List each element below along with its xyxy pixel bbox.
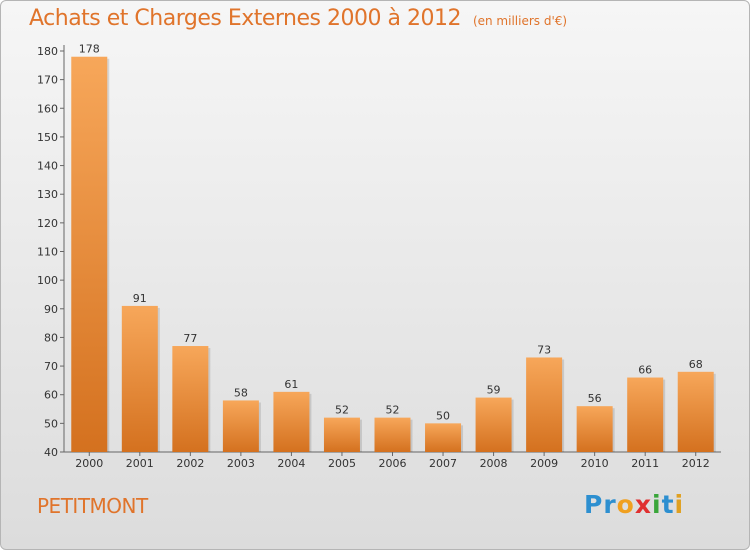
bar — [222, 400, 259, 452]
bar — [526, 357, 563, 452]
logo-letter: i — [652, 490, 662, 519]
bar — [425, 423, 462, 452]
x-tick-label: 2005 — [328, 457, 356, 470]
y-tick-label: 180 — [37, 45, 58, 58]
y-tick-label: 40 — [44, 446, 58, 459]
x-tick-label: 2002 — [176, 457, 204, 470]
data-label: 50 — [436, 409, 450, 422]
data-label: 56 — [588, 392, 602, 405]
x-tick-label: 2012 — [682, 457, 710, 470]
y-tick-label: 90 — [44, 303, 58, 316]
commune-name: PETITMONT — [37, 494, 148, 518]
x-tick-label: 2008 — [480, 457, 508, 470]
bar — [677, 371, 714, 452]
logo-letter: r — [603, 490, 617, 519]
x-tick-label: 2001 — [126, 457, 154, 470]
bar — [576, 406, 613, 452]
data-label: 58 — [234, 386, 248, 399]
logo-letter: P — [584, 490, 604, 519]
y-tick-label: 120 — [37, 217, 58, 230]
y-tick-label: 160 — [37, 102, 58, 115]
data-label: 68 — [689, 358, 703, 371]
y-tick-label: 60 — [44, 389, 58, 402]
data-label: 52 — [335, 404, 349, 417]
bar — [71, 56, 108, 452]
x-tick-label: 2000 — [75, 457, 103, 470]
chart-title-text: Achats et Charges Externes 2000 à 2012 — [29, 6, 461, 31]
y-tick-label: 140 — [37, 160, 58, 173]
data-label: 59 — [487, 384, 501, 397]
x-tick-label: 2009 — [530, 457, 558, 470]
chart-subtitle: (en milliers d'€) — [472, 14, 568, 28]
bar — [475, 397, 512, 452]
x-tick-label: 2010 — [581, 457, 609, 470]
logo-letter: i — [674, 490, 685, 519]
y-tick-label: 100 — [37, 274, 58, 287]
bar — [121, 305, 158, 452]
bar — [323, 417, 360, 452]
data-label: 73 — [537, 343, 551, 356]
bar — [374, 417, 411, 452]
bar — [627, 377, 664, 452]
x-tick-label: 2011 — [631, 457, 659, 470]
x-tick-label: 2006 — [379, 457, 407, 470]
y-tick-label: 110 — [37, 246, 58, 259]
x-tick-label: 2003 — [227, 457, 255, 470]
data-label: 61 — [284, 378, 298, 391]
data-label: 66 — [638, 364, 652, 377]
y-tick-label: 130 — [37, 188, 58, 201]
chart-title: Achats et Charges Externes 2000 à 2012 (e… — [29, 6, 567, 31]
logo-letter: o — [616, 490, 635, 519]
y-tick-label: 70 — [44, 360, 58, 373]
proxiti-logo: Proxiti — [584, 490, 684, 519]
data-label: 52 — [386, 404, 400, 417]
y-tick-label: 150 — [37, 131, 58, 144]
data-label: 77 — [183, 332, 197, 345]
y-tick-label: 50 — [44, 417, 58, 430]
data-label: 178 — [79, 43, 100, 56]
x-tick-label: 2004 — [277, 457, 305, 470]
bar — [172, 346, 209, 452]
y-tick-label: 170 — [37, 74, 58, 87]
logo-letter: x — [634, 490, 652, 519]
bar — [273, 391, 310, 452]
y-tick-label: 80 — [44, 331, 58, 344]
data-label: 91 — [133, 292, 147, 305]
x-tick-label: 2007 — [429, 457, 457, 470]
logo-letter: t — [661, 490, 675, 519]
